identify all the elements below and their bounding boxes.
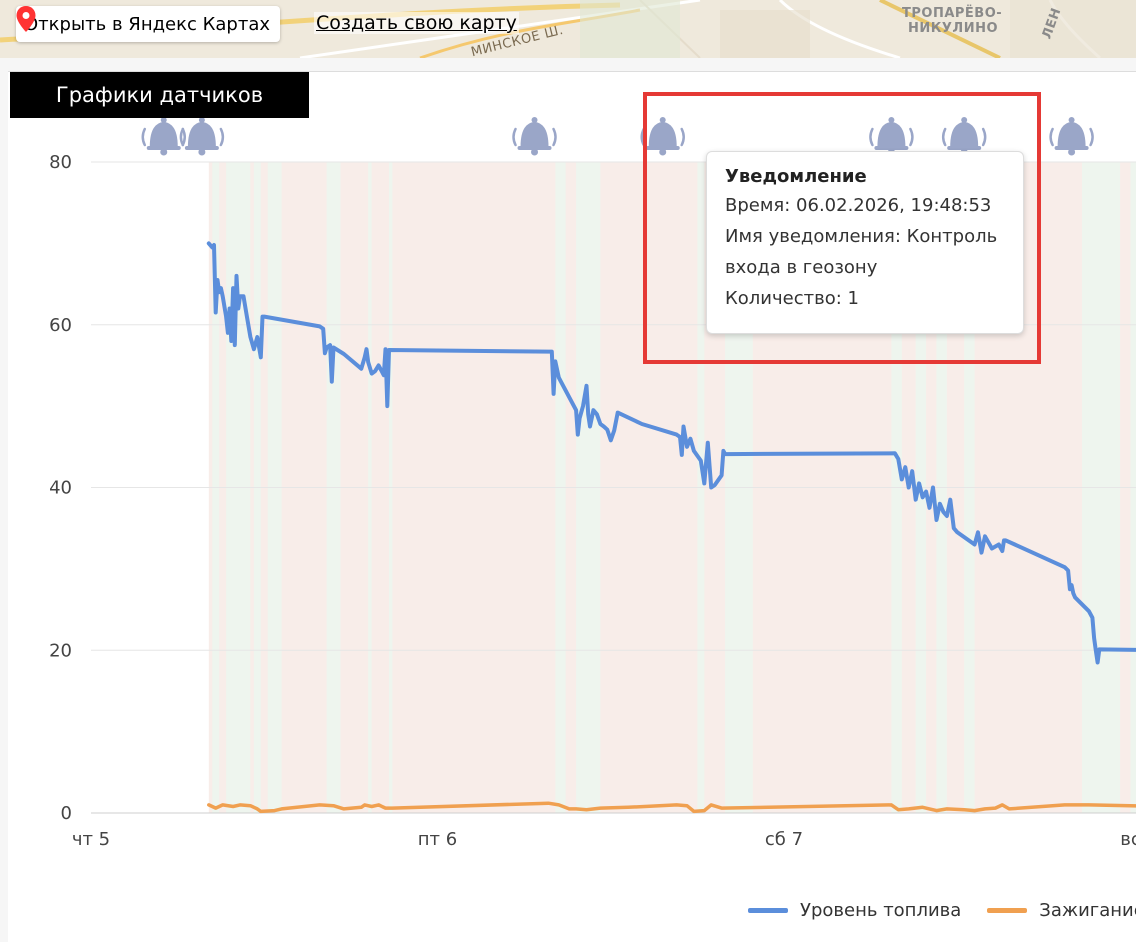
y-tick-label: 60 — [49, 315, 72, 336]
bell-top — [961, 117, 968, 123]
bell-icon[interactable] — [640, 117, 685, 156]
series-line-ignition — [207, 801, 1136, 814]
x-tick-label: пт 6 — [418, 829, 457, 850]
bell-icon[interactable] — [1049, 117, 1094, 156]
bell-body — [187, 122, 216, 147]
open-in-yandex-maps-label: Открыть в Яндекс Картах — [24, 13, 270, 35]
bell-clapper — [659, 148, 667, 156]
y-tick-label: 80 — [49, 152, 72, 173]
bell-body — [149, 122, 178, 147]
legend-swatch-fuel — [748, 908, 788, 913]
bell-rim — [645, 146, 680, 150]
bell-top — [198, 117, 205, 123]
bell-body — [648, 122, 677, 147]
y-tick-label: 40 — [49, 478, 72, 499]
bell-rim — [184, 146, 219, 150]
bell-top — [1068, 117, 1075, 123]
x-tick-label: сб 7 — [765, 829, 803, 850]
bell-clapper — [160, 148, 168, 156]
bell-wave-left — [512, 127, 517, 147]
map-district-label: ТРОПАРЁВО- — [902, 6, 1003, 21]
tooltip-title: Уведомление — [725, 166, 867, 187]
chart-legend: Уровень топлива Зажигание — [748, 900, 1136, 921]
bell-wave-right — [680, 127, 685, 147]
bell-top — [888, 117, 895, 123]
bell-body — [1057, 122, 1086, 147]
bell-wave-right — [909, 127, 914, 147]
bell-wave-right — [552, 127, 557, 147]
bell-icon[interactable] — [179, 117, 225, 156]
bell-icon[interactable] — [869, 117, 914, 156]
bell-rim — [947, 146, 982, 150]
bell-top — [531, 117, 538, 123]
notification-tooltip: Уведомление Время: 06.02.2026, 19:48:53 … — [706, 151, 1024, 334]
bell-clapper — [1068, 148, 1076, 156]
bell-wave-right — [981, 127, 987, 147]
x-tick-label: чт 5 — [72, 829, 110, 850]
legend-item-fuel[interactable]: Уровень топлива — [748, 900, 961, 921]
map-strip[interactable]: Открыть в Яндекс Картах Создать свою кар… — [0, 0, 1136, 58]
bell-rim — [517, 146, 552, 150]
map-pin-icon — [16, 6, 36, 32]
bell-icon[interactable] — [512, 117, 557, 156]
tooltip-count: Количество: 1 — [725, 288, 859, 309]
tooltip-time: Время: 06.02.2026, 19:48:53 — [725, 195, 992, 216]
panel-title: Графики датчиков — [10, 72, 309, 118]
bell-body — [520, 122, 549, 147]
open-in-yandex-maps-button[interactable]: Открыть в Яндекс Картах — [16, 6, 280, 42]
bell-rim — [874, 146, 909, 150]
map-district-label-2: НИКУЛИНО — [908, 21, 999, 36]
bell-body — [950, 122, 979, 147]
y-tick-label: 20 — [49, 640, 72, 661]
legend-swatch-ignition — [987, 908, 1028, 913]
legend-label-fuel: Уровень топлива — [800, 900, 962, 921]
bell-wave-left — [179, 127, 185, 147]
bell-clapper — [198, 148, 206, 156]
bell-wave-left — [141, 127, 147, 147]
bell-rim — [1054, 146, 1089, 150]
bell-clapper — [531, 148, 539, 156]
tooltip-name-line1: Имя уведомления: Контроль — [725, 226, 998, 247]
legend-item-ignition[interactable]: Зажигание — [987, 900, 1136, 921]
series-line-fuel — [206, 241, 1136, 665]
chart-series — [206, 241, 1136, 814]
legend-label-ignition: Зажигание — [1039, 900, 1136, 921]
bell-icon[interactable] — [941, 117, 987, 156]
bell-wave-right — [1089, 127, 1094, 147]
bell-body — [877, 122, 906, 147]
create-own-map-link[interactable]: Создать свою карту — [314, 12, 519, 34]
bell-wave-right — [219, 127, 225, 147]
bell-wave-left — [640, 127, 645, 147]
bell-rim — [146, 146, 181, 150]
bell-icon[interactable] — [141, 117, 187, 156]
x-tick-label: вс — [1120, 829, 1136, 850]
x-axis: чт 5 пт 6 сб 7 вс — [72, 829, 1136, 850]
bell-wave-left — [941, 127, 947, 147]
bell-top — [659, 117, 666, 123]
y-tick-label: 0 — [61, 803, 72, 824]
notification-markers[interactable] — [141, 117, 1094, 156]
bell-top — [160, 117, 167, 123]
bell-wave-left — [1049, 127, 1054, 147]
y-axis: 0 20 40 60 80 — [49, 152, 72, 824]
bell-wave-left — [869, 127, 874, 147]
tooltip-name-line2: входа в геозону — [725, 257, 878, 278]
